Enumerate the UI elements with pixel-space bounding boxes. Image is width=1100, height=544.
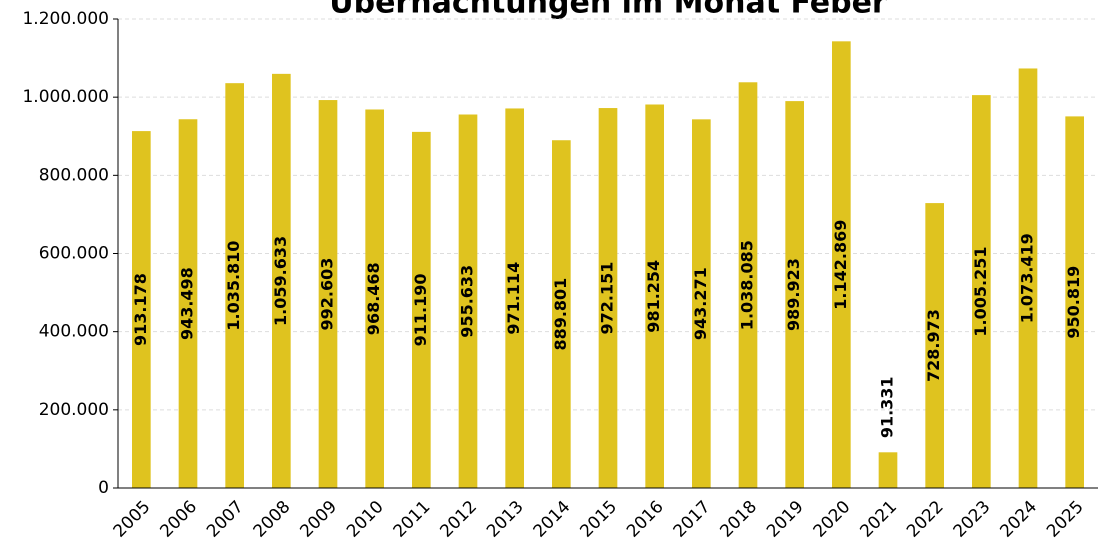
data-label: 981.254 — [644, 260, 663, 333]
x-tick-label: 2025 — [1043, 497, 1088, 542]
bar — [832, 41, 851, 488]
data-label: 728.973 — [924, 309, 943, 382]
bar — [878, 452, 898, 488]
x-tick-label: 2017 — [670, 497, 715, 542]
x-tick-label: 2013 — [483, 497, 528, 542]
x-tick-label: 2018 — [716, 497, 761, 542]
data-label: 911.190 — [411, 274, 430, 347]
bar — [365, 109, 384, 489]
bar — [645, 104, 664, 488]
data-label: 1.073.419 — [1018, 233, 1037, 323]
y-tick-label: 1.200.000 — [22, 9, 109, 29]
x-tick-label: 2023 — [950, 497, 995, 542]
data-label: 943.498 — [178, 267, 197, 340]
data-label: 943.271 — [691, 267, 710, 340]
x-tick-label: 2016 — [623, 497, 668, 542]
bar — [225, 83, 244, 488]
bar — [692, 119, 711, 488]
data-label: 992.603 — [318, 258, 337, 331]
x-tick-label: 2015 — [576, 497, 621, 542]
y-tick-label: 0 — [98, 478, 109, 498]
x-tick-label: 2024 — [996, 497, 1041, 542]
data-label: 913.178 — [131, 273, 150, 346]
bar — [1018, 68, 1038, 488]
data-label: 1.038.085 — [738, 240, 757, 330]
chart-title: Übernachtungen im Monat Feber — [329, 0, 887, 21]
x-tick-label: 2008 — [250, 497, 295, 542]
bar — [458, 114, 478, 488]
x-tick-label: 2007 — [203, 497, 248, 542]
data-label: 968.468 — [364, 262, 383, 335]
bar — [505, 108, 524, 489]
bar — [598, 108, 618, 488]
y-tick-label: 400.000 — [39, 322, 109, 342]
bar — [552, 140, 571, 488]
y-tick-label: 1.000.000 — [22, 87, 109, 107]
bar — [785, 101, 804, 488]
data-label: 1.059.633 — [271, 236, 290, 326]
bar — [178, 119, 198, 488]
x-tick-label: 2022 — [903, 497, 948, 542]
y-tick-label: 800.000 — [39, 165, 109, 185]
bar — [318, 100, 338, 488]
x-tick-label: 2009 — [296, 497, 341, 542]
data-label: 971.114 — [504, 262, 523, 335]
x-tick-label: 2021 — [856, 497, 901, 542]
data-label: 1.005.251 — [971, 247, 990, 337]
x-tick-label: 2006 — [156, 497, 201, 542]
data-label: 889.801 — [551, 278, 570, 351]
x-tick-label: 2020 — [810, 497, 855, 542]
data-label: 1.035.810 — [224, 241, 243, 331]
data-label: 989.923 — [784, 258, 803, 331]
bar — [272, 73, 291, 488]
x-tick-label: 2012 — [436, 497, 481, 542]
data-label: 950.819 — [1064, 266, 1083, 339]
x-tick-label: 2019 — [763, 497, 808, 542]
x-tick-label: 2005 — [110, 497, 155, 542]
bar — [1065, 116, 1084, 488]
x-tick-label: 2010 — [343, 497, 388, 542]
bar — [132, 131, 151, 488]
bar — [738, 82, 758, 489]
data-label: 972.151 — [598, 262, 617, 335]
data-label: 91.331 — [878, 376, 897, 438]
bar — [972, 95, 991, 488]
y-tick-label: 600.000 — [39, 244, 109, 264]
data-label: 955.633 — [458, 265, 477, 338]
x-tick-label: 2011 — [390, 497, 435, 542]
data-label: 1.142.869 — [831, 220, 850, 310]
x-tick-label: 2014 — [530, 497, 575, 542]
bar — [925, 203, 944, 488]
bar — [412, 131, 431, 488]
y-tick-label: 200.000 — [39, 400, 109, 420]
